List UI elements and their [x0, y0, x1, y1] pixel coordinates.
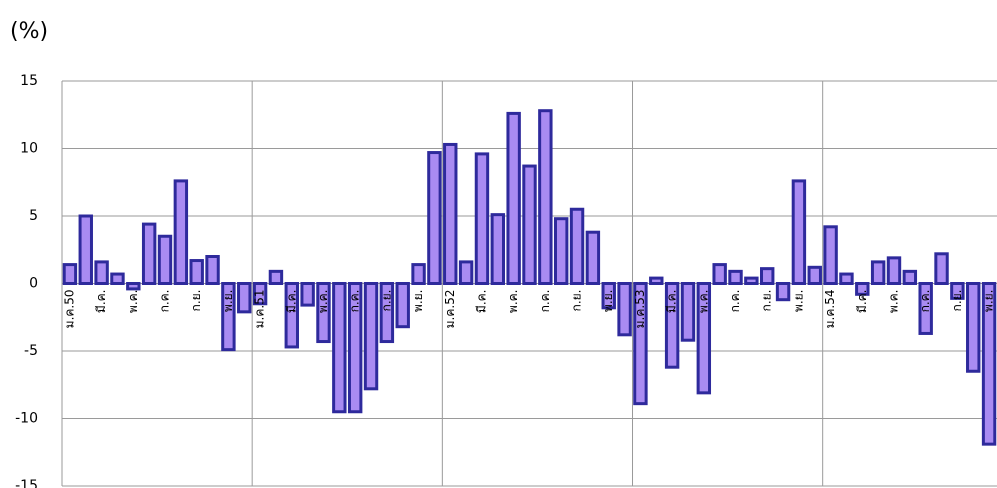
x-tick-label: ก.ค.	[348, 290, 362, 313]
bar	[934, 252, 949, 286]
bar	[633, 282, 648, 406]
y-tick-label: 15	[20, 73, 38, 89]
bar	[316, 282, 331, 344]
bar	[870, 260, 886, 285]
bar	[427, 151, 442, 285]
bar	[680, 282, 696, 342]
x-tick-label: พ.ค.	[886, 290, 900, 314]
bar	[569, 207, 585, 285]
bar	[300, 282, 315, 307]
y-tick-label: -15	[15, 478, 38, 488]
x-tick-label: ก.ค.	[538, 290, 552, 313]
bar	[981, 282, 997, 446]
x-tick-label: ม.ค.53	[633, 290, 647, 329]
bar	[728, 269, 743, 286]
bar	[379, 282, 395, 344]
x-tick-label: พ.ย.	[221, 290, 235, 313]
bar	[823, 225, 838, 286]
x-tick-label: ก.ค.	[728, 290, 742, 313]
x-tick-label: ก.ค.	[158, 290, 172, 313]
bar	[363, 282, 379, 391]
bar	[538, 109, 553, 285]
x-tick-label: มี.ค.	[284, 290, 298, 314]
x-tick-label: มี.ค.	[474, 290, 488, 314]
bar	[284, 282, 299, 349]
x-tick-label: ก.ย.	[760, 290, 774, 312]
bar	[157, 234, 173, 285]
bar	[490, 213, 506, 285]
x-tick-label: ม.ค.52	[443, 290, 457, 329]
bar	[268, 269, 284, 286]
x-tick-label: พ.ย.	[982, 290, 996, 313]
y-tick-label: 10	[20, 141, 38, 157]
bar	[585, 230, 601, 285]
x-tick-label: พ.ค.	[126, 290, 140, 314]
bar	[712, 263, 727, 286]
bar	[522, 164, 537, 285]
x-tick-label: ก.ย.	[950, 290, 964, 312]
bar	[617, 282, 632, 337]
bar	[173, 179, 189, 285]
bar	[760, 267, 775, 285]
x-tick-label: ก.ค.	[918, 290, 932, 313]
bar	[205, 255, 220, 285]
bar	[664, 282, 680, 369]
bar	[189, 259, 204, 285]
bar	[839, 272, 854, 285]
bar	[110, 272, 125, 285]
bar	[918, 282, 933, 335]
y-tick-label: 5	[29, 208, 38, 224]
bar	[902, 269, 918, 286]
y-tick-label: -10	[15, 411, 38, 427]
x-tick-label: พ.ย.	[411, 290, 425, 313]
y-tick-label: 0	[29, 276, 38, 292]
bar	[506, 111, 521, 286]
x-tick-label: พ.ย.	[601, 290, 615, 313]
bar	[950, 282, 965, 300]
x-tick-label: พ.ย.	[791, 290, 805, 313]
bar	[126, 282, 141, 291]
bar	[649, 276, 664, 286]
x-tick-label: พ.ค.	[506, 290, 520, 314]
x-tick-label: ม.ค.50	[62, 290, 76, 329]
x-tick-label: ก.ย.	[570, 290, 584, 312]
bar	[474, 152, 490, 285]
bar	[62, 263, 78, 286]
x-tick-label: ม.ค.54	[823, 290, 837, 329]
bar	[775, 282, 791, 302]
bar	[411, 263, 426, 286]
x-tick-label: พ.ค.	[316, 290, 330, 314]
bar	[744, 276, 759, 286]
chart-title: (%)	[10, 19, 48, 44]
x-tick-label: มี.ค.	[665, 290, 679, 314]
bar	[78, 214, 93, 285]
x-tick-label: พ.ค.	[696, 290, 710, 314]
bar	[601, 282, 616, 310]
x-tick-label: มี.ค.	[94, 290, 108, 314]
x-tick-label: ก.ย.	[379, 290, 393, 312]
bar	[966, 282, 981, 373]
bar	[94, 260, 109, 285]
bar	[332, 282, 347, 414]
bar	[347, 282, 363, 414]
bar	[237, 282, 252, 314]
bar	[807, 265, 822, 285]
bar	[443, 142, 458, 285]
y-tick-label: -5	[24, 343, 38, 359]
bar	[855, 282, 870, 296]
x-tick-label: มี.ค.	[855, 290, 869, 314]
x-tick-label: ก.ย.	[189, 290, 203, 312]
x-tick-label: ม.ค.51	[253, 290, 267, 329]
bar	[221, 282, 236, 352]
bar	[252, 282, 268, 306]
bar	[696, 282, 712, 395]
bar	[395, 282, 410, 329]
bar	[791, 179, 807, 285]
bar	[141, 222, 157, 286]
bar	[886, 256, 902, 286]
bar	[458, 260, 474, 285]
bar	[553, 217, 569, 285]
